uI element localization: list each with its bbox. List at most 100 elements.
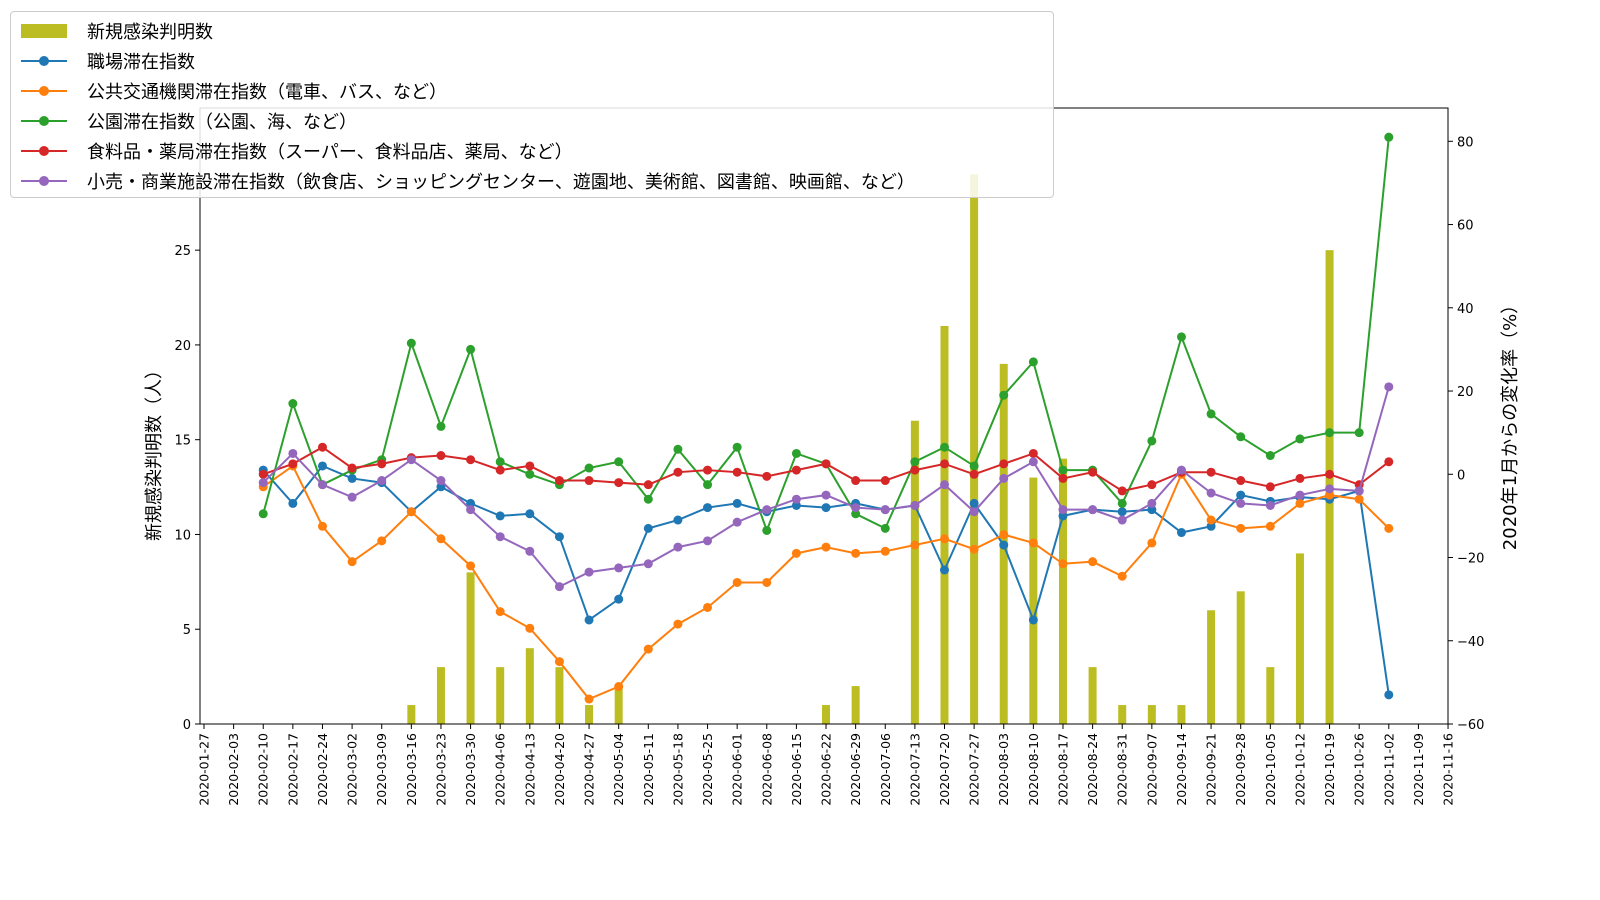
data-point xyxy=(940,565,949,575)
data-point xyxy=(584,463,594,473)
data-point xyxy=(377,476,387,486)
data-point xyxy=(791,494,801,504)
data-point xyxy=(584,567,594,577)
data-point xyxy=(851,548,861,558)
x-tick-label: 2020-11-09 xyxy=(1411,733,1426,806)
data-point xyxy=(1176,332,1186,342)
data-point xyxy=(1295,434,1305,444)
data-point xyxy=(1206,521,1216,531)
data-point xyxy=(1354,494,1364,504)
x-tick-label: 2020-03-23 xyxy=(433,733,448,806)
legend-item-transit: 公共交通機関滞在指数（電車、バス、など） xyxy=(11,76,1053,106)
bar xyxy=(1236,591,1245,724)
data-point xyxy=(940,442,949,452)
data-point xyxy=(673,515,683,525)
data-point xyxy=(1265,500,1275,510)
data-point xyxy=(1236,498,1246,508)
legend-label: 小売・商業施設滞在指数（飲食店、ショッピングセンター、遊園地、美術館、図書館、映… xyxy=(87,172,915,193)
data-point xyxy=(1295,498,1305,508)
data-point xyxy=(1384,457,1394,467)
data-point xyxy=(495,465,505,475)
legend-item-workplace: 職場滞在指数 xyxy=(11,46,1053,76)
data-point xyxy=(969,544,979,554)
data-point xyxy=(821,490,831,500)
data-point xyxy=(1236,490,1246,500)
data-point xyxy=(762,471,772,481)
legend-swatch-line xyxy=(21,81,67,101)
data-point xyxy=(1325,428,1335,438)
data-point xyxy=(495,457,505,467)
data-point xyxy=(614,563,624,573)
data-point xyxy=(1058,473,1068,483)
data-point xyxy=(466,561,476,571)
data-point xyxy=(999,459,1009,469)
data-point xyxy=(1147,538,1157,548)
data-point xyxy=(1088,505,1098,515)
bar xyxy=(407,705,416,724)
data-point xyxy=(1206,488,1216,498)
y-left-tick-label: 5 xyxy=(183,623,191,638)
bar xyxy=(970,174,979,725)
data-point xyxy=(525,546,535,556)
data-point xyxy=(466,455,476,465)
data-point xyxy=(1117,498,1127,508)
data-point xyxy=(643,480,653,490)
legend-label: 職場滞在指数 xyxy=(87,52,195,73)
x-tick-label: 2020-06-15 xyxy=(789,733,804,806)
x-tick-label: 2020-01-27 xyxy=(197,733,212,806)
data-point xyxy=(999,540,1009,550)
data-point xyxy=(525,461,535,471)
x-tick-label: 2020-09-28 xyxy=(1233,733,1248,806)
data-point xyxy=(584,476,594,486)
data-point xyxy=(1325,469,1335,479)
data-point xyxy=(1176,528,1186,538)
data-point xyxy=(910,540,920,550)
bar xyxy=(940,325,949,724)
data-point xyxy=(940,459,949,469)
x-tick-label: 2020-06-22 xyxy=(819,733,834,806)
y-right-tick-label: 0 xyxy=(1457,468,1465,483)
bar xyxy=(1207,610,1216,724)
data-point xyxy=(317,442,327,452)
x-tick-label: 2020-11-02 xyxy=(1381,733,1396,806)
x-tick-label: 2020-07-13 xyxy=(907,733,922,806)
data-point xyxy=(969,498,979,508)
data-point xyxy=(880,476,890,486)
data-point xyxy=(791,548,801,558)
data-point xyxy=(258,469,268,479)
x-tick-label: 2020-05-04 xyxy=(611,733,626,806)
x-tick-label: 2020-04-27 xyxy=(582,733,597,806)
data-point xyxy=(1028,357,1038,367)
data-point xyxy=(525,623,535,633)
data-point xyxy=(584,615,594,625)
y-right-tick-label: 60 xyxy=(1457,219,1474,234)
data-point xyxy=(288,399,298,409)
data-point xyxy=(1295,473,1305,483)
bar xyxy=(1029,477,1038,724)
lines-layer xyxy=(258,132,1394,704)
data-point xyxy=(1147,505,1157,515)
data-point xyxy=(406,455,416,465)
data-point xyxy=(466,498,476,508)
data-point xyxy=(1206,409,1216,419)
data-point xyxy=(1236,432,1246,442)
series-3 xyxy=(258,442,1394,496)
data-point xyxy=(1354,428,1364,438)
data-point xyxy=(762,525,772,535)
data-point xyxy=(436,476,446,486)
data-point xyxy=(851,509,861,519)
data-point xyxy=(673,467,683,477)
bar xyxy=(910,420,919,724)
data-point xyxy=(880,505,890,515)
x-tick-label: 2020-10-12 xyxy=(1292,733,1307,806)
data-point xyxy=(495,607,505,617)
x-tick-label: 2020-04-06 xyxy=(493,733,508,806)
data-point xyxy=(584,694,594,704)
data-point xyxy=(1384,382,1394,392)
x-tick-label: 2020-08-03 xyxy=(996,733,1011,806)
data-point xyxy=(732,442,742,452)
data-point xyxy=(288,448,298,458)
x-tick-label: 2020-10-26 xyxy=(1352,733,1367,806)
data-point xyxy=(703,480,713,490)
data-point xyxy=(377,459,387,469)
